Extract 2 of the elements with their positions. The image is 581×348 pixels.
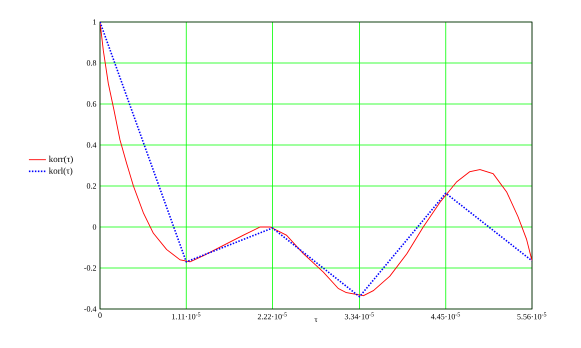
legend-label: korl(τ) bbox=[48, 167, 72, 176]
legend-label: korr(τ) bbox=[48, 156, 73, 164]
